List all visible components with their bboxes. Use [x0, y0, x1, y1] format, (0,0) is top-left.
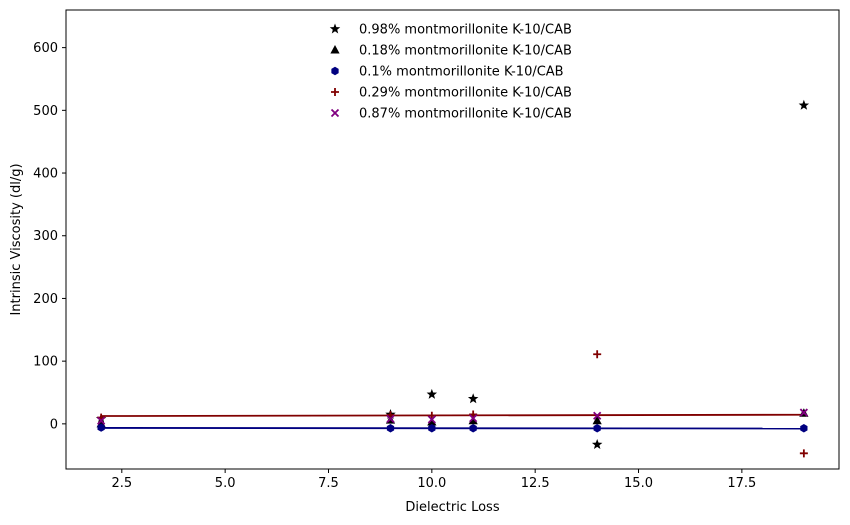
x-tick-label: 2.5 [111, 476, 132, 491]
data-point-series-2 [97, 423, 105, 432]
x-tick-label: 15.0 [624, 476, 653, 491]
data-point-series-4 [799, 408, 809, 417]
fit-line-series-2 [101, 427, 804, 430]
y-tick-label: 400 [33, 167, 58, 182]
data-point-series-0 [426, 388, 438, 399]
data-point-series-0 [467, 393, 479, 404]
legend-marker-3 [331, 88, 339, 96]
legend-label-2: 0.1% montmorillonite K-10/CAB [359, 65, 564, 80]
data-point-series-3 [799, 449, 808, 458]
legend-marker-1 [330, 45, 340, 54]
x-axis: 2.5 5.0 7.5 10.0 12.5 15.0 17.5 [111, 469, 756, 491]
x-tick-label: 12.5 [521, 476, 550, 491]
plot-marks [95, 99, 810, 458]
data-point-series-2 [386, 424, 395, 433]
data-point-series-3 [593, 350, 602, 359]
data-point-series-4 [427, 415, 436, 424]
data-point-series-2 [469, 424, 477, 433]
legend-label-0: 0.98% montmorillonite K-10/CAB [359, 23, 572, 38]
y-axis: 0 100 200 300 400 500 600 [33, 41, 66, 432]
data-point-series-4 [96, 416, 106, 425]
y-tick-label: 300 [33, 229, 58, 244]
legend-marker-0 [329, 23, 341, 34]
y-tick-label: 100 [33, 355, 58, 370]
data-point-series-4 [593, 411, 602, 420]
data-point-series-0 [798, 99, 810, 110]
data-point-series-2 [593, 424, 601, 433]
plot-area-frame [65, 9, 840, 470]
legend: 0.98% montmorillonite K-10/CAB 0.18% mont… [329, 23, 572, 122]
y-tick-label: 500 [33, 104, 58, 119]
y-axis-label: Intrinsic Viscosity (dl/g) [9, 163, 24, 315]
x-tick-label: 10.0 [417, 476, 446, 491]
data-point-series-1 [592, 415, 602, 425]
y-tick-label: 200 [33, 292, 58, 307]
x-axis-label: Dielectric Loss [405, 500, 499, 515]
y-tick-label: 600 [33, 41, 58, 56]
x-tick-label: 17.5 [727, 476, 756, 491]
legend-label-4: 0.87% montmorillonite K-10/CAB [359, 107, 572, 122]
legend-marker-2 [331, 66, 339, 76]
x-tick-label: 5.0 [215, 476, 236, 491]
data-point-series-2 [800, 424, 808, 433]
fit-line-series-3 [101, 413, 804, 417]
x-tick-label: 7.5 [318, 476, 339, 491]
legend-label-3: 0.29% montmorillonite K-10/CAB [359, 86, 572, 101]
legend-label-1: 0.18% montmorillonite K-10/CAB [359, 44, 572, 59]
data-point-series-0 [591, 439, 603, 449]
data-point-series-1 [427, 416, 437, 426]
data-point-series-4 [469, 414, 478, 423]
data-point-series-1 [468, 415, 478, 425]
data-point-series-4 [386, 414, 395, 423]
legend-marker-4 [330, 108, 340, 118]
data-point-series-2 [428, 424, 436, 433]
y-tick-label: 0 [50, 417, 58, 432]
